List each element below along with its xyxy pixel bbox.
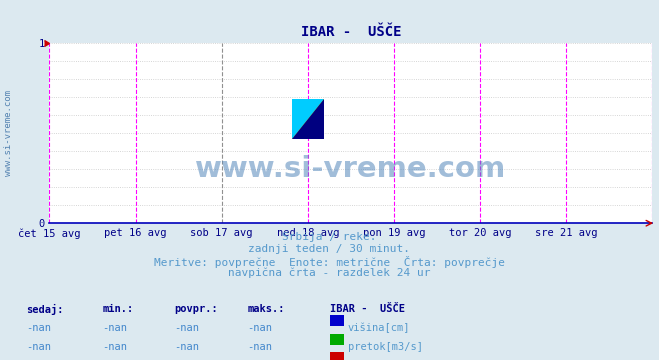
Text: Meritve: povprečne  Enote: metrične  Črta: povprečje: Meritve: povprečne Enote: metrične Črta:…	[154, 256, 505, 268]
Polygon shape	[292, 99, 324, 139]
Text: povpr.:: povpr.:	[175, 304, 218, 314]
Text: pretok[m3/s]: pretok[m3/s]	[348, 342, 423, 352]
Text: www.si-vreme.com: www.si-vreme.com	[195, 155, 507, 183]
Text: maks.:: maks.:	[247, 304, 285, 314]
Text: -nan: -nan	[102, 342, 127, 352]
Text: -nan: -nan	[247, 323, 272, 333]
Text: sedaj:: sedaj:	[26, 304, 64, 315]
Text: -nan: -nan	[175, 342, 200, 352]
Text: www.si-vreme.com: www.si-vreme.com	[4, 90, 13, 176]
Text: IBAR -  UŠČE: IBAR - UŠČE	[330, 304, 405, 314]
Text: -nan: -nan	[102, 323, 127, 333]
Text: -nan: -nan	[247, 342, 272, 352]
Polygon shape	[292, 99, 324, 139]
Text: -nan: -nan	[26, 342, 51, 352]
Text: -nan: -nan	[26, 323, 51, 333]
Polygon shape	[292, 99, 324, 139]
Title: IBAR -  UŠČE: IBAR - UŠČE	[301, 25, 401, 39]
Text: navpična črta - razdelek 24 ur: navpična črta - razdelek 24 ur	[228, 268, 431, 278]
Text: min.:: min.:	[102, 304, 133, 314]
Text: -nan: -nan	[175, 323, 200, 333]
Text: Srbija / reke.: Srbija / reke.	[282, 232, 377, 242]
Text: višina[cm]: višina[cm]	[348, 323, 411, 333]
Text: zadnji teden / 30 minut.: zadnji teden / 30 minut.	[248, 244, 411, 254]
